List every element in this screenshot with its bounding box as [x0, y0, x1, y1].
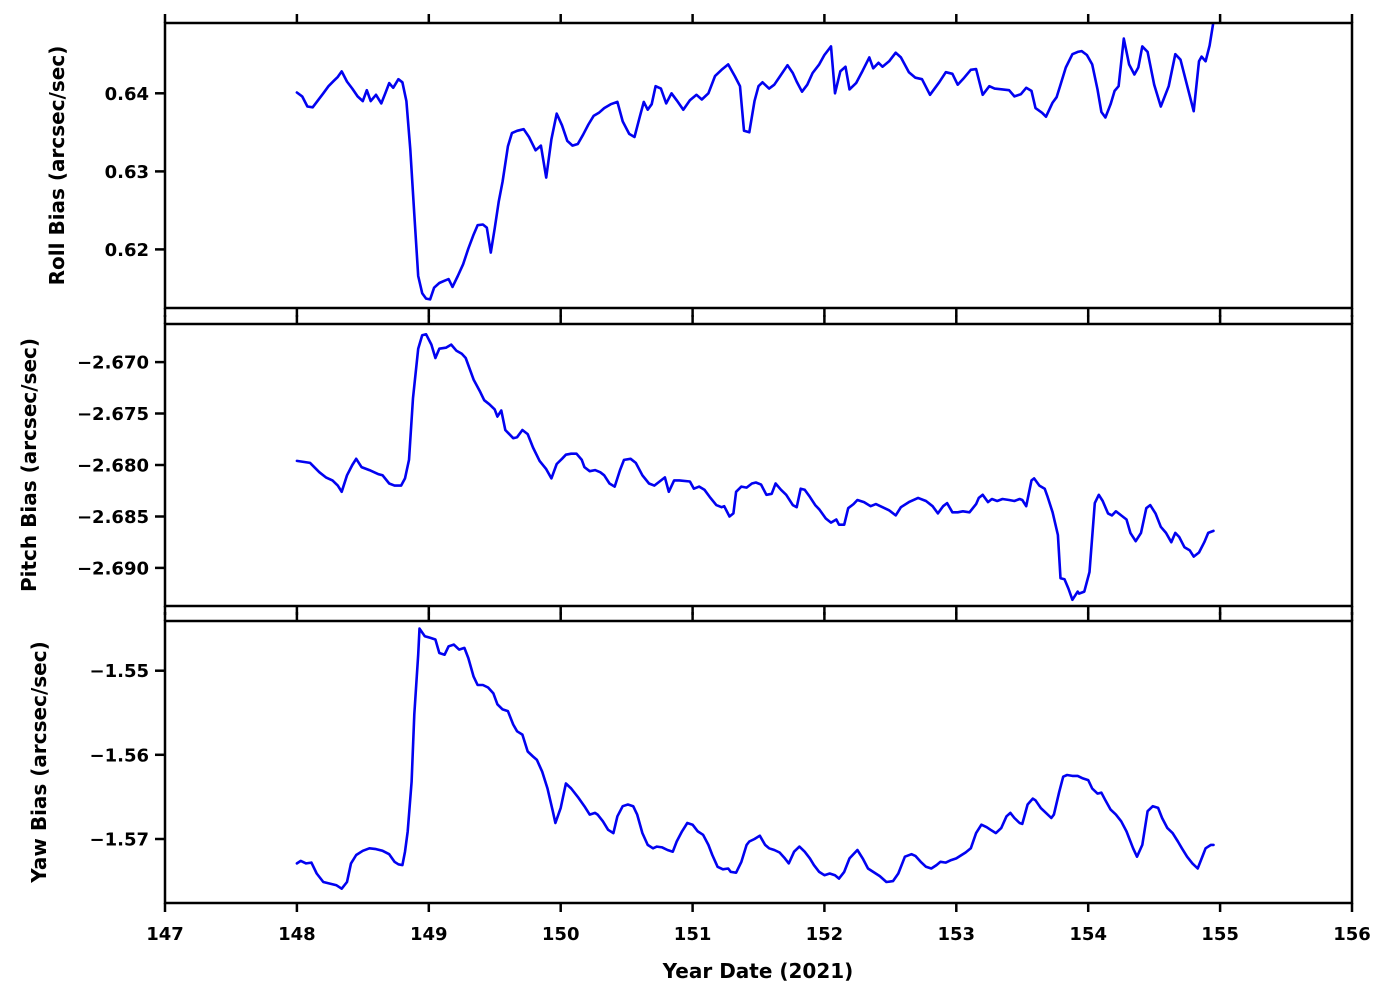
- yaw-y-tick-label: −1.55: [90, 661, 150, 682]
- x-tick-label: 156: [1333, 924, 1371, 945]
- pitch-y-tick-label: −2.670: [77, 353, 149, 374]
- x-tick-label: 149: [410, 924, 448, 945]
- x-tick-label: 153: [938, 924, 976, 945]
- yaw-y-axis-label: Yaw Bias (arcsec/sec): [27, 641, 51, 884]
- roll-bias-panel: 0.62 0.63 0.64: [105, 14, 1354, 317]
- x-tick-label: 155: [1201, 924, 1239, 945]
- pitch-panel-frame: [163, 322, 1354, 608]
- roll-y-axis-label: Roll Bias (arcsec/sec): [45, 46, 69, 286]
- x-tick-label: 148: [278, 924, 316, 945]
- pitch-y-tick-label: −2.675: [77, 404, 149, 425]
- roll-y-tick-label: 0.63: [105, 162, 149, 183]
- x-tick-label: 151: [674, 924, 712, 945]
- x-tick-label: 150: [542, 924, 580, 945]
- roll-panel-frame: [163, 21, 1354, 310]
- pitch-bias-panel: −2.690 −2.685 −2.680 −2.675 −2.670: [77, 315, 1354, 615]
- x-axis-label: Year Date (2021): [662, 959, 854, 983]
- yaw-y-tick-label: −1.56: [90, 745, 150, 766]
- pitch-y-tick-label: −2.685: [77, 507, 149, 528]
- x-tick-label: 154: [1069, 924, 1107, 945]
- roll-bias-line: [295, 23, 1215, 301]
- yaw-panel-frame: [163, 619, 1354, 905]
- yaw-y-tick-label: −1.57: [90, 830, 150, 851]
- pitch-y-axis-label: Pitch Bias (arcsec/sec): [17, 338, 41, 592]
- x-tick-label: 147: [146, 924, 184, 945]
- roll-y-tick-label: 0.62: [105, 240, 149, 261]
- pitch-bias-line: [295, 333, 1215, 602]
- roll-y-tick-label: 0.64: [105, 84, 149, 105]
- pitch-y-tick-label: −2.680: [77, 456, 149, 477]
- yaw-bias-panel: −1.57 −1.56 −1.55: [90, 612, 1354, 912]
- pitch-y-tick-label: −2.690: [77, 558, 149, 579]
- x-tick-label: 152: [806, 924, 844, 945]
- yaw-bias-line: [295, 627, 1215, 890]
